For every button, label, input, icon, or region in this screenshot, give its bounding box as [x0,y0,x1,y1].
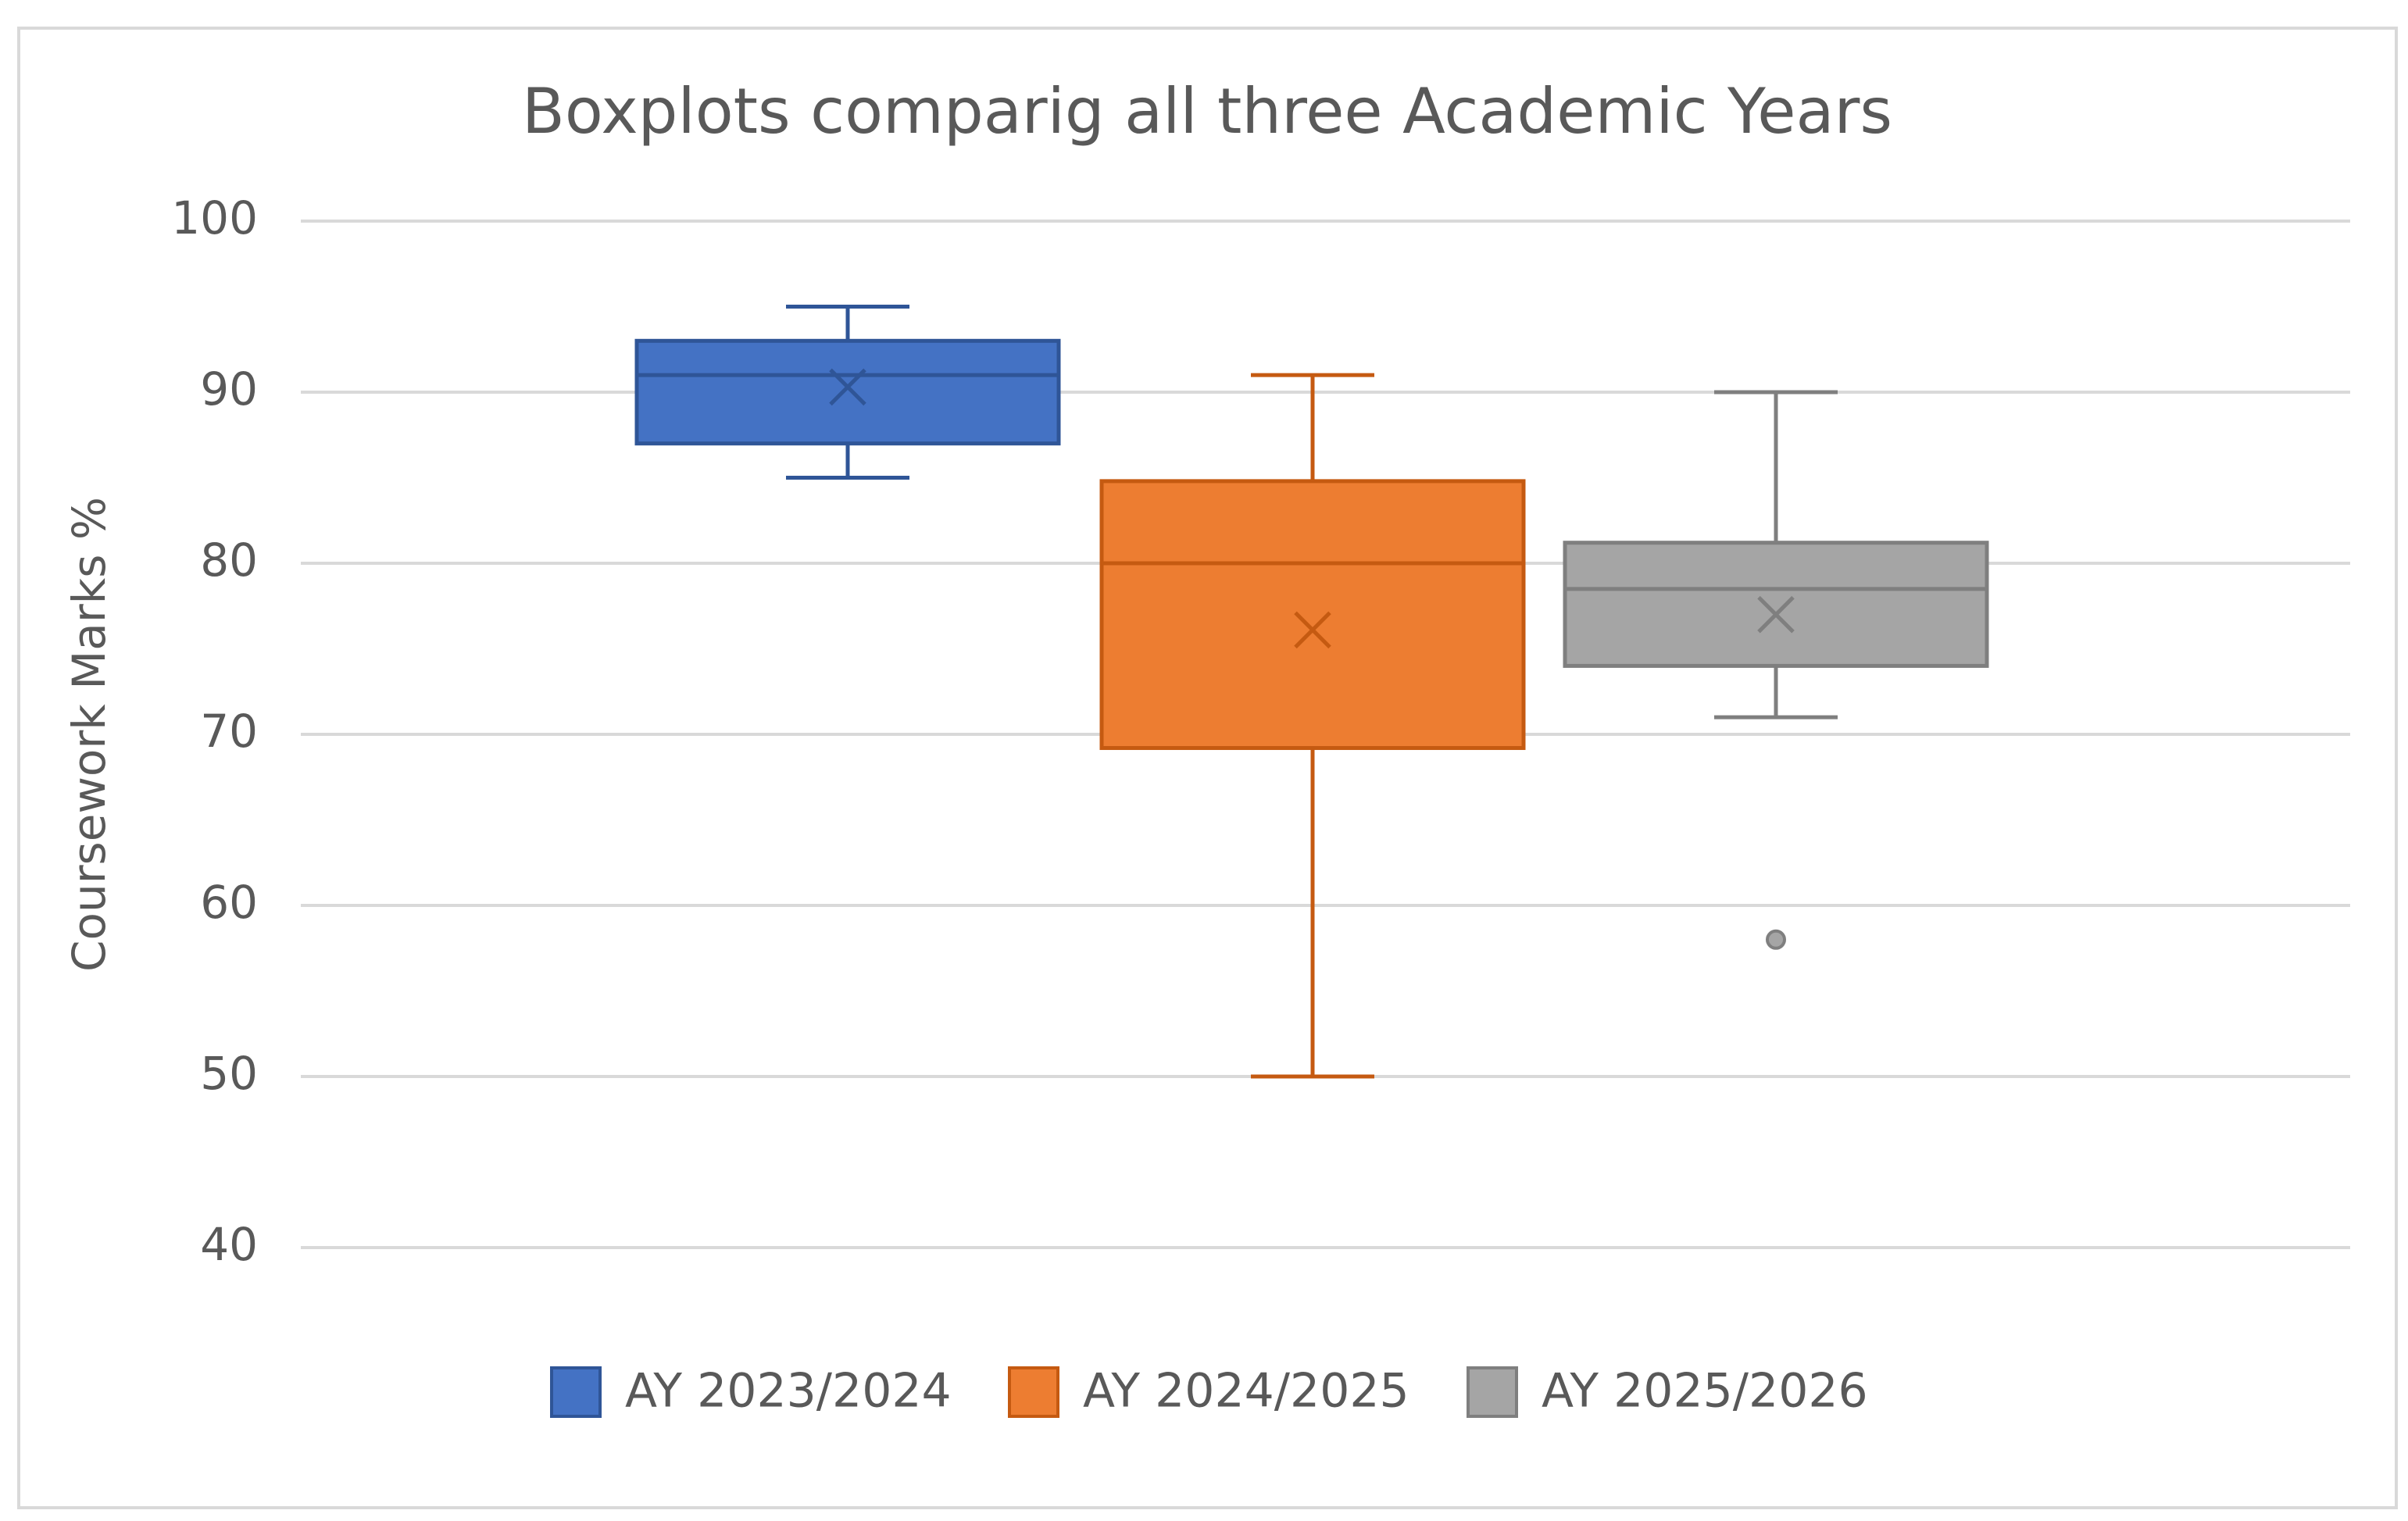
y-tick-label: 70 [200,705,258,758]
outlier [1766,929,1786,950]
legend-swatch [1467,1366,1518,1418]
y-tick-label: 80 [200,534,258,587]
box [634,338,1061,446]
y-tick-label: 50 [200,1047,258,1100]
mean-marker [1294,611,1331,649]
y-tick-label: 100 [171,191,258,245]
legend-swatch [550,1366,602,1418]
y-axis-label: Coursework Marks % [63,497,116,972]
y-tick-label: 90 [200,362,258,416]
box [1563,541,1989,668]
box [1099,479,1526,751]
y-tick-label: 60 [200,876,258,929]
y-tick-label: 40 [200,1218,258,1271]
legend-swatch [1008,1366,1059,1418]
legend-label: AY 2025/2026 [1542,1364,1868,1419]
mean-marker [829,368,866,406]
chart-border [17,27,2398,1509]
chart-title: Boxplots comparig all three Academic Yea… [522,75,1892,148]
mean-marker [1757,595,1795,634]
legend-label: AY 2024/2025 [1083,1364,1409,1419]
legend-label: AY 2023/2024 [625,1364,952,1419]
